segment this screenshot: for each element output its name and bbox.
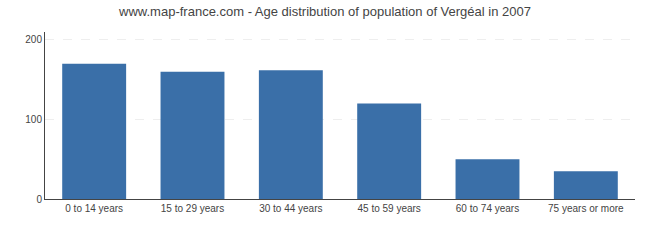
svg-text:60 to 74 years: 60 to 74 years bbox=[456, 203, 519, 214]
svg-text:100: 100 bbox=[25, 114, 42, 125]
svg-text:0 to 14 years: 0 to 14 years bbox=[65, 203, 123, 214]
svg-text:0: 0 bbox=[36, 194, 42, 205]
svg-text:15 to 29 years: 15 to 29 years bbox=[161, 203, 224, 214]
svg-text:75 years or more: 75 years or more bbox=[548, 203, 624, 214]
svg-text:45 to 59 years: 45 to 59 years bbox=[357, 203, 420, 214]
svg-text:www.map-france.com - Age distr: www.map-france.com - Age distribution of… bbox=[118, 4, 531, 19]
svg-text:30 to 44 years: 30 to 44 years bbox=[259, 203, 322, 214]
svg-text:200: 200 bbox=[25, 34, 42, 45]
